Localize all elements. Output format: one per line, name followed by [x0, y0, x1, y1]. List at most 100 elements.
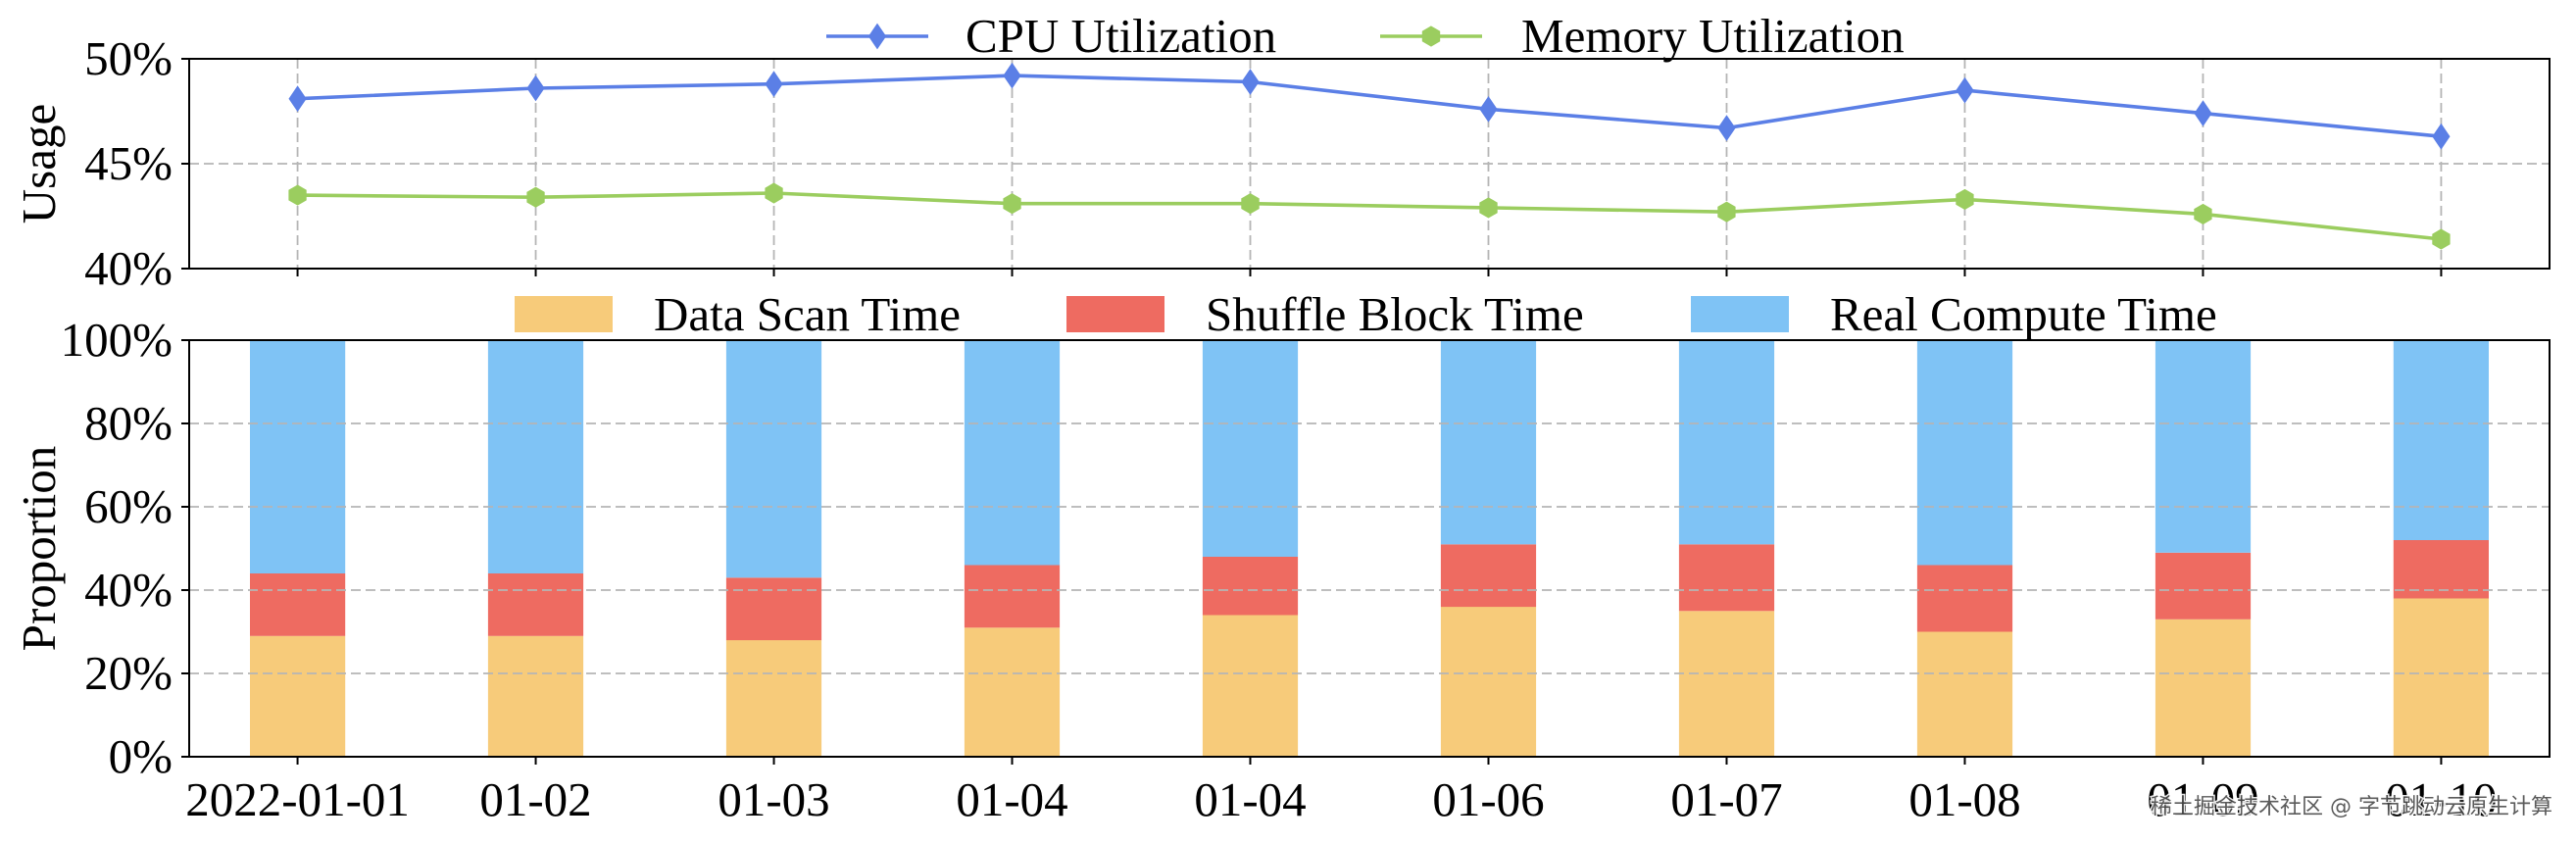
xtick-label: 01-04 — [956, 772, 1067, 826]
xtick-label: 01-04 — [1194, 772, 1306, 826]
xtick-label: 01-02 — [479, 772, 591, 826]
legend-entry-shuffle-block-time: Shuffle Block Time — [1066, 287, 1584, 341]
legend-diamond-marker-icon — [867, 23, 887, 50]
point-memory-utilization-2 — [765, 182, 783, 204]
bar-shuffle-block-time-1 — [487, 573, 584, 636]
legend-entry-memory-utilization: Memory Utilization — [1380, 9, 1905, 63]
y-axis-label: Usage — [12, 104, 66, 223]
legend-color-swatch — [515, 296, 613, 332]
xtick-label: 01-07 — [1670, 772, 1782, 826]
legend-label: Real Compute Time — [1830, 287, 2217, 341]
bar-real-compute-time-6 — [1678, 340, 1775, 545]
bar-shuffle-block-time-6 — [1678, 544, 1775, 612]
ytick-label: 20% — [84, 646, 173, 700]
point-memory-utilization-0 — [288, 184, 307, 206]
bar-data-scan-time-8 — [2155, 619, 2252, 758]
series-line-cpu-utilization — [297, 74, 2442, 138]
legend-entry-real-compute-time: Real Compute Time — [1691, 287, 2217, 341]
bar-shuffle-block-time-2 — [725, 577, 822, 641]
bar-data-scan-time-2 — [725, 640, 822, 757]
legend-bottom: Data Scan Time Shuffle Block Time Real Com… — [515, 287, 2217, 341]
ytick-label: 50% — [84, 31, 173, 85]
point-cpu-utilization-5 — [1479, 96, 1498, 123]
legend-entry-cpu-utilization: CPU Utilization — [826, 9, 1276, 63]
ytick-label: 45% — [84, 136, 173, 190]
plot-frame — [188, 339, 2551, 758]
series-line-memory-utilization — [297, 191, 2442, 241]
xtick-label: 01-06 — [1432, 772, 1544, 826]
bar-shuffle-block-time-3 — [964, 565, 1061, 628]
ytick-label: 40% — [84, 241, 173, 295]
bar-real-compute-time-7 — [1916, 340, 2013, 566]
bar-shuffle-block-time-0 — [250, 573, 346, 636]
point-cpu-utilization-6 — [1717, 115, 1736, 141]
xtick-label: 2022-01-01 — [185, 772, 410, 826]
bar-shuffle-block-time-7 — [1916, 565, 2013, 632]
legend-label: CPU Utilization — [966, 9, 1276, 63]
legend-color-swatch — [1691, 296, 1789, 332]
xtick-label: 01-08 — [1908, 772, 2020, 826]
point-cpu-utilization-7 — [1956, 76, 1974, 104]
series-cpu-utilization — [288, 62, 2451, 150]
point-memory-utilization-5 — [1479, 197, 1498, 219]
watermark-text: 稀土掘金技术社区 @ 字节跳动云原生计算 — [2151, 795, 2552, 819]
watermark-layer: 稀土掘金技术社区 @ 字节跳动云原生计算 — [2150, 794, 2554, 821]
point-memory-utilization-6 — [1717, 201, 1736, 223]
xtick-label: 01-09 — [2147, 772, 2258, 826]
point-cpu-utilization-2 — [765, 71, 783, 98]
point-cpu-utilization-3 — [1003, 62, 1021, 89]
bar-shuffle-block-time-8 — [2155, 552, 2252, 620]
bar-data-scan-time-1 — [487, 635, 584, 758]
point-memory-utilization-9 — [2432, 228, 2451, 250]
bar-data-scan-time-4 — [1202, 615, 1299, 757]
bar-real-compute-time-3 — [964, 340, 1061, 566]
gridlines — [189, 422, 2550, 674]
ytick-label: 0% — [109, 729, 173, 783]
point-memory-utilization-7 — [1956, 188, 1974, 210]
point-memory-utilization-1 — [526, 186, 545, 208]
point-memory-utilization-8 — [2194, 203, 2212, 224]
legend-label: Shuffle Block Time — [1206, 287, 1584, 341]
point-cpu-utilization-9 — [2432, 123, 2451, 150]
legend-top: CPU Utilization Memory Utilization — [826, 9, 1905, 63]
xtick-label: 01-03 — [718, 772, 829, 826]
bars — [250, 340, 2489, 758]
ytick-label: 100% — [61, 313, 173, 367]
ytick-label: 80% — [84, 396, 173, 450]
legend-label: Memory Utilization — [1521, 9, 1905, 63]
bar-real-compute-time-5 — [1440, 340, 1537, 545]
bar-real-compute-time-8 — [2155, 340, 2252, 553]
bar-real-compute-time-0 — [250, 340, 346, 573]
legend-entry-data-scan-time: Data Scan Time — [515, 287, 961, 341]
usage-line-chart: 40% 45% 50% Usage CPU Utilization Memory Util… — [12, 9, 2551, 295]
proportion-stacked-bar-chart: 0% 20% 40% 60% 80% 100% Proportion 2022-01-01 01… — [12, 287, 2551, 826]
bar-data-scan-time-0 — [250, 635, 346, 758]
bar-shuffle-block-time-4 — [1202, 557, 1299, 616]
bar-real-compute-time-4 — [1202, 340, 1299, 557]
ytick-label: 60% — [84, 479, 173, 533]
bar-data-scan-time-7 — [1916, 631, 2013, 757]
point-cpu-utilization-8 — [2194, 100, 2212, 126]
bar-shuffle-block-time-5 — [1440, 544, 1537, 608]
bar-data-scan-time-6 — [1678, 611, 1775, 758]
ytick-label: 40% — [84, 563, 173, 617]
point-memory-utilization-4 — [1241, 193, 1260, 215]
point-cpu-utilization-0 — [288, 85, 307, 113]
legend-hexagon-marker-icon — [1421, 25, 1441, 47]
bar-data-scan-time-9 — [2393, 598, 2489, 757]
point-cpu-utilization-1 — [526, 74, 545, 102]
point-cpu-utilization-4 — [1241, 69, 1260, 95]
bar-real-compute-time-2 — [725, 340, 822, 578]
y-axis-label: Proportion — [12, 446, 66, 652]
x-axis-tick-labels: 2022-01-01 01-02 01-03 01-04 01-04 01-06 01-07… — [185, 772, 2497, 826]
legend-color-swatch — [1066, 296, 1164, 332]
bar-real-compute-time-1 — [487, 340, 584, 573]
legend-label: Data Scan Time — [654, 287, 961, 341]
bar-data-scan-time-3 — [964, 627, 1061, 758]
bar-data-scan-time-5 — [1440, 607, 1537, 757]
bar-real-compute-time-9 — [2393, 340, 2489, 540]
series-memory-utilization — [288, 182, 2451, 250]
bar-shuffle-block-time-9 — [2393, 540, 2489, 599]
